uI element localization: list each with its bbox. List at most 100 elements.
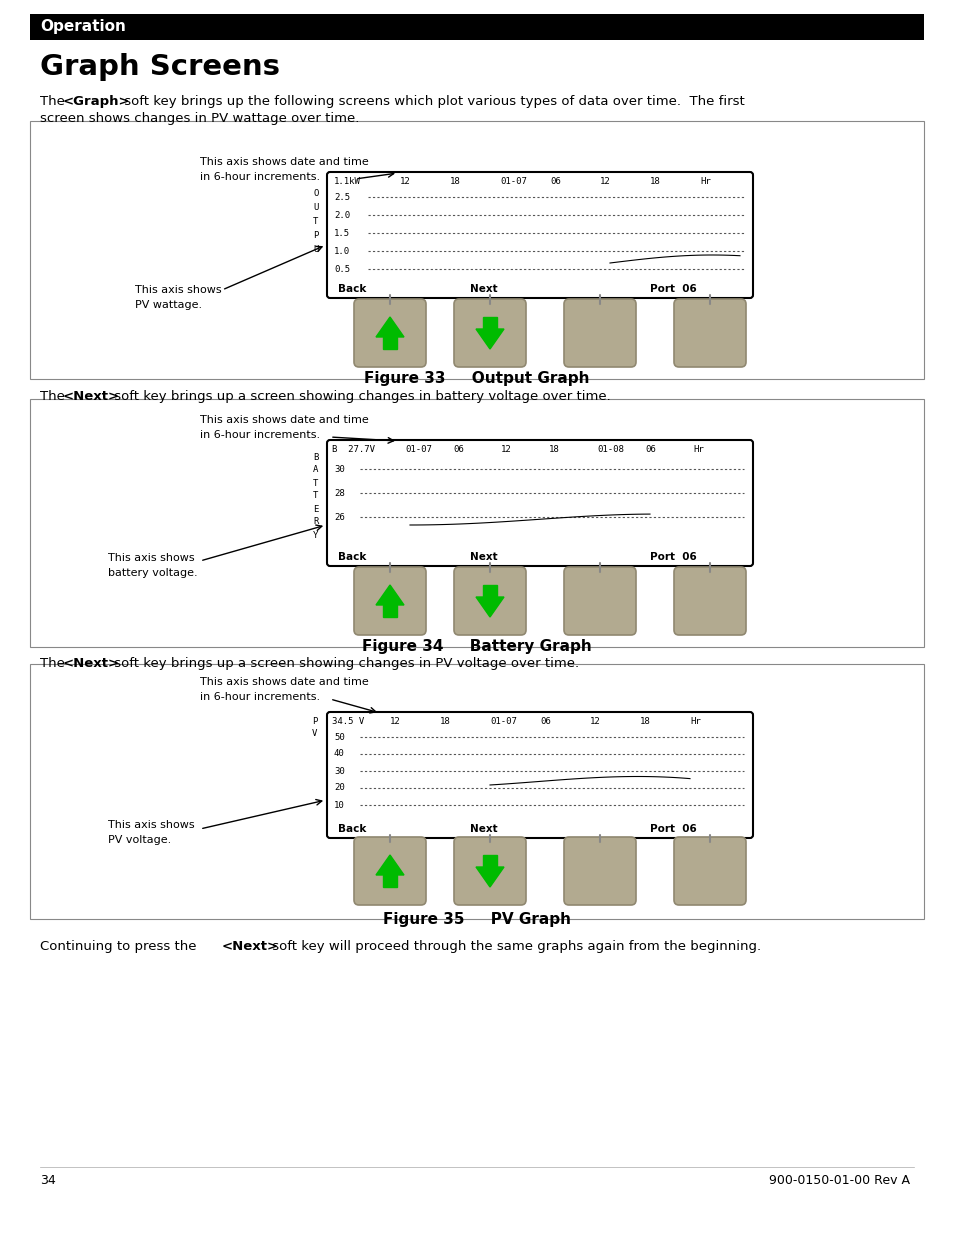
Text: 10: 10 [334, 800, 344, 809]
Text: 12: 12 [500, 445, 511, 454]
Text: B: B [313, 452, 318, 462]
Text: V: V [312, 729, 317, 739]
Text: Port  06: Port 06 [649, 824, 696, 834]
Polygon shape [382, 876, 396, 887]
Polygon shape [476, 867, 503, 887]
FancyBboxPatch shape [673, 299, 745, 367]
Polygon shape [375, 585, 403, 605]
Text: 01-07: 01-07 [499, 177, 526, 186]
Text: 01-07: 01-07 [405, 445, 432, 454]
Text: soft key brings up a screen showing changes in PV voltage over time.: soft key brings up a screen showing chan… [110, 657, 578, 671]
Text: T: T [313, 478, 318, 488]
Polygon shape [382, 605, 396, 618]
Text: R: R [313, 517, 318, 526]
Text: This axis shows date and time: This axis shows date and time [200, 677, 369, 687]
Text: 12: 12 [399, 177, 411, 186]
Text: soft key will proceed through the same graphs again from the beginning.: soft key will proceed through the same g… [268, 940, 760, 953]
Text: 06: 06 [453, 445, 463, 454]
Polygon shape [375, 317, 403, 337]
Text: U: U [313, 245, 318, 253]
Text: 20: 20 [334, 783, 344, 793]
Text: Hr: Hr [692, 445, 703, 454]
Text: Continuing to press the: Continuing to press the [40, 940, 200, 953]
Text: 12: 12 [599, 177, 610, 186]
FancyBboxPatch shape [327, 440, 752, 566]
Polygon shape [482, 855, 497, 867]
Text: 900-0150-01-00 Rev A: 900-0150-01-00 Rev A [768, 1173, 909, 1187]
Text: <Next>: <Next> [222, 940, 279, 953]
Text: 1.5: 1.5 [334, 228, 350, 237]
Text: Figure 33     Output Graph: Figure 33 Output Graph [364, 370, 589, 387]
Text: 18: 18 [548, 445, 559, 454]
Text: 0.5: 0.5 [334, 264, 350, 273]
Text: The: The [40, 95, 69, 107]
Text: B  27.7V: B 27.7V [332, 445, 375, 454]
Text: Next: Next [470, 284, 497, 294]
FancyBboxPatch shape [327, 713, 752, 839]
Text: T: T [313, 492, 318, 500]
Text: P: P [313, 231, 318, 240]
Text: PV voltage.: PV voltage. [108, 835, 172, 845]
FancyBboxPatch shape [354, 299, 426, 367]
Text: 30: 30 [334, 767, 344, 776]
Text: 28: 28 [334, 489, 344, 498]
Text: E: E [313, 505, 318, 514]
Text: 06: 06 [539, 718, 550, 726]
Text: This axis shows: This axis shows [108, 820, 194, 830]
FancyBboxPatch shape [563, 567, 636, 635]
Text: U: U [313, 203, 318, 211]
Text: 18: 18 [649, 177, 660, 186]
Polygon shape [382, 337, 396, 350]
Text: 18: 18 [450, 177, 460, 186]
Text: 40: 40 [334, 750, 344, 758]
Text: <Next>: <Next> [63, 390, 120, 403]
Text: Y: Y [313, 531, 318, 540]
Text: 06: 06 [644, 445, 655, 454]
Bar [30, 14, 923, 40]
Text: 12: 12 [390, 718, 400, 726]
Text: Back: Back [337, 552, 366, 562]
Text: in 6-hour increments.: in 6-hour increments. [200, 430, 320, 440]
Text: O: O [313, 189, 318, 198]
Text: 18: 18 [639, 718, 650, 726]
Text: A: A [313, 466, 318, 474]
Text: This axis shows: This axis shows [108, 553, 194, 563]
Bar [30, 664, 923, 919]
Bar [30, 121, 923, 379]
Text: This axis shows date and time: This axis shows date and time [200, 415, 369, 425]
Text: 12: 12 [589, 718, 600, 726]
Text: 2.0: 2.0 [334, 210, 350, 220]
Text: Operation: Operation [40, 20, 126, 35]
Text: Graph Screens: Graph Screens [40, 53, 280, 82]
FancyBboxPatch shape [454, 299, 525, 367]
Text: 06: 06 [550, 177, 560, 186]
Polygon shape [375, 855, 403, 876]
Text: 18: 18 [439, 718, 450, 726]
Polygon shape [476, 597, 503, 618]
Text: 26: 26 [334, 513, 344, 521]
Text: 34.5 V: 34.5 V [332, 718, 364, 726]
Bar [30, 399, 923, 647]
Text: This axis shows date and time: This axis shows date and time [200, 157, 369, 167]
Text: Next: Next [470, 552, 497, 562]
Text: <Next>: <Next> [63, 657, 120, 671]
FancyBboxPatch shape [327, 172, 752, 298]
Text: 01-08: 01-08 [597, 445, 623, 454]
Text: Port  06: Port 06 [649, 552, 696, 562]
FancyBboxPatch shape [563, 837, 636, 905]
Text: soft key brings up the following screens which plot various types of data over t: soft key brings up the following screens… [120, 95, 744, 107]
Polygon shape [476, 329, 503, 350]
Text: P: P [312, 718, 317, 726]
Text: 1.1kW: 1.1kW [334, 177, 360, 186]
Text: 01-07: 01-07 [490, 718, 517, 726]
Polygon shape [482, 585, 497, 597]
FancyBboxPatch shape [563, 299, 636, 367]
FancyBboxPatch shape [454, 837, 525, 905]
Text: PV wattage.: PV wattage. [135, 300, 202, 310]
Text: Figure 35     PV Graph: Figure 35 PV Graph [382, 911, 571, 927]
Text: Back: Back [337, 824, 366, 834]
Text: Port  06: Port 06 [649, 284, 696, 294]
Text: battery voltage.: battery voltage. [108, 568, 197, 578]
Text: in 6-hour increments.: in 6-hour increments. [200, 692, 320, 701]
Text: 2.5: 2.5 [334, 193, 350, 201]
